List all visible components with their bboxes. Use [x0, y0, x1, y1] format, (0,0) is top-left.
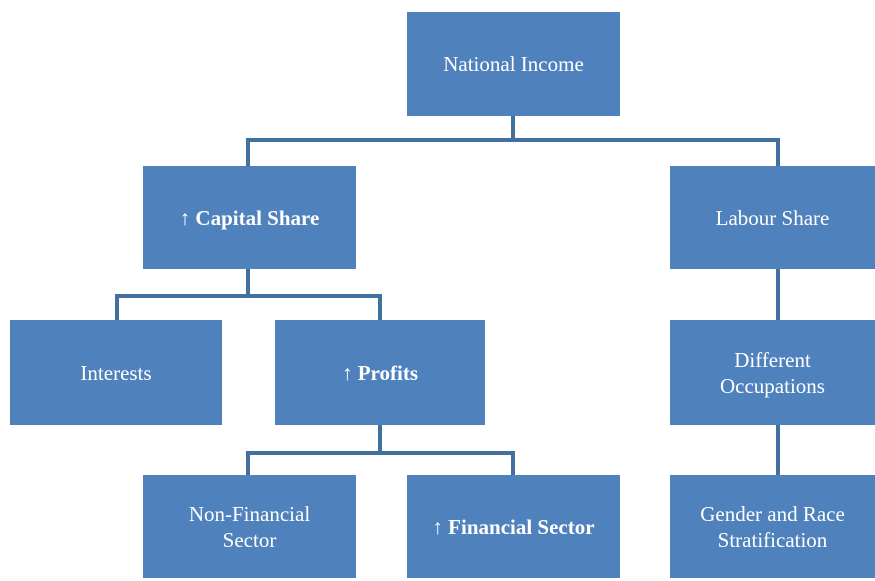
- node-box: Different Occupations: [670, 320, 875, 425]
- node-box: ↑ Financial Sector: [407, 475, 620, 578]
- node-label: Stratification: [717, 527, 828, 552]
- arrow-marker: ↑: [341, 360, 353, 385]
- node-row: National Income: [443, 51, 584, 77]
- node-label: Gender and Race: [700, 501, 845, 526]
- node-box: Gender and Race Stratification: [670, 475, 875, 578]
- arrow-marker: ↑: [432, 514, 443, 539]
- node-row: Labour Share: [716, 205, 830, 231]
- node-box: Non-Financial Sector: [143, 475, 356, 578]
- node-label: National Income: [443, 52, 584, 76]
- node-label: Labour Share: [715, 205, 830, 230]
- node-label: Occupations: [720, 373, 825, 398]
- node-box: Interests: [10, 320, 222, 425]
- node-label: Non-Financial: [188, 501, 311, 526]
- node-row: Interests: [80, 360, 151, 386]
- node-box: ↑ Capital Share: [143, 166, 356, 269]
- node-row: Different: [734, 347, 811, 373]
- node-label: Interests: [80, 360, 152, 385]
- node-row: Occupations: [720, 373, 825, 399]
- node-box: Labour Share: [670, 166, 875, 269]
- node-row: Stratification: [718, 527, 828, 553]
- node-label: Different: [734, 347, 811, 372]
- node-row: Non-Financial: [189, 501, 310, 527]
- node-box: ↑ Profits: [275, 320, 485, 425]
- node-row: ↑ Financial Sector: [432, 514, 594, 540]
- node-row: Gender and Race: [700, 501, 845, 527]
- node-label: Financial Sector: [448, 514, 595, 539]
- node-row: ↑ Profits: [342, 360, 418, 386]
- node-row: ↑ Capital Share: [180, 205, 320, 231]
- node-row: Sector: [223, 527, 277, 553]
- node-label: Profits: [357, 360, 418, 385]
- node-label: Capital Share: [195, 205, 320, 230]
- node-box: National Income: [407, 12, 620, 116]
- node-label: Sector: [222, 527, 277, 552]
- arrow-marker: ↑: [179, 205, 191, 230]
